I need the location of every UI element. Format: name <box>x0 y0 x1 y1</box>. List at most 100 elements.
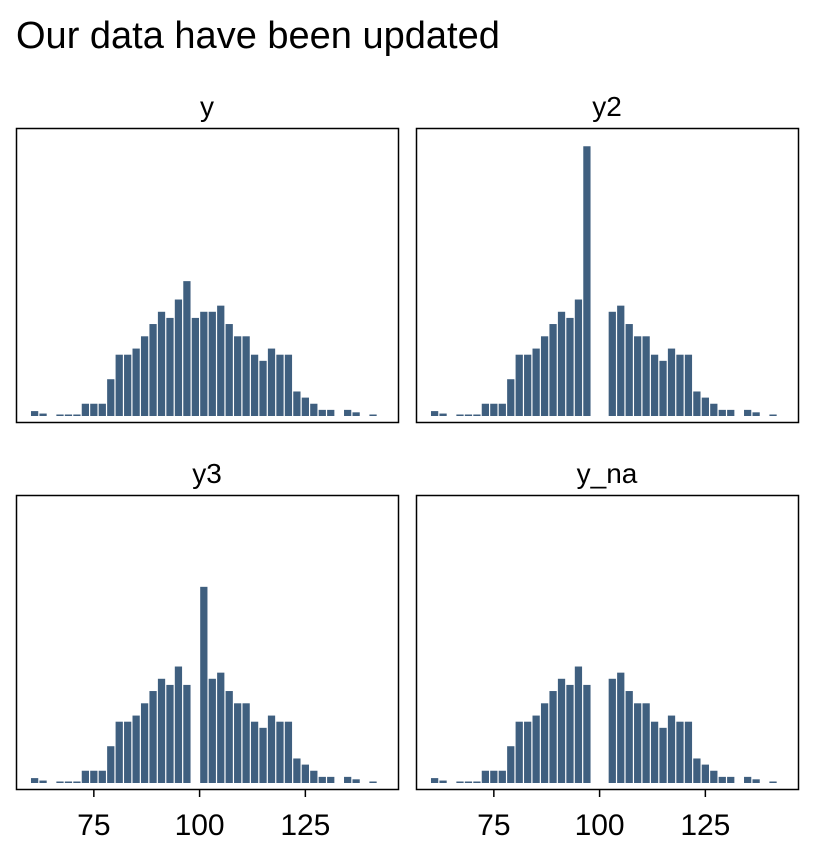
histogram-bar <box>515 721 523 783</box>
histogram-bar <box>157 311 166 416</box>
histogram-bar <box>769 414 777 416</box>
x-tick-label: 75 <box>477 809 510 842</box>
histogram-bar <box>650 721 659 783</box>
histogram-bar <box>540 336 549 416</box>
histogram-bar <box>532 348 540 416</box>
facet-panel-y2: y2 <box>415 91 800 424</box>
histogram-bar <box>191 317 199 416</box>
histogram-bar <box>157 678 166 783</box>
panel-frame <box>415 494 800 791</box>
histogram-bar <box>507 746 515 783</box>
histogram-bar <box>140 703 149 783</box>
histogram-bar <box>701 397 709 416</box>
histogram-bar <box>617 672 625 783</box>
histogram-bar <box>532 715 540 783</box>
histogram-bar <box>73 781 81 783</box>
histogram-bar <box>208 311 216 416</box>
histogram-bar <box>769 781 777 783</box>
histogram-bar <box>310 770 318 783</box>
histogram-bar <box>369 781 377 783</box>
histogram-bar <box>642 703 650 783</box>
histogram-bar <box>566 317 574 416</box>
histogram-bar <box>327 776 335 783</box>
histogram-bar <box>344 776 352 783</box>
histogram-bar <box>200 586 208 783</box>
x-tick-label: 125 <box>280 809 330 842</box>
histogram-bar <box>676 354 684 416</box>
histogram-bar <box>293 758 301 783</box>
histogram-bar <box>318 776 326 783</box>
histogram-bar <box>242 703 250 783</box>
histogram-bar <box>225 691 233 783</box>
histogram-bar <box>608 311 616 416</box>
panel-frame <box>415 127 800 424</box>
x-tick-label: 100 <box>575 809 625 842</box>
histogram-bar <box>430 778 439 783</box>
histogram-bar <box>634 336 642 416</box>
histogram-bar <box>132 715 140 783</box>
histogram-bar <box>183 281 191 416</box>
chart-title: Our data have been updated <box>16 15 500 57</box>
histogram-bar <box>166 317 174 416</box>
facet-panels: y y2 y3 75 100 125 y_na 75 100 125 <box>15 91 800 842</box>
histogram-bar <box>200 311 208 416</box>
histogram-bar <box>30 778 39 783</box>
histogram-bar <box>352 412 360 416</box>
histogram-bar <box>64 781 73 783</box>
histogram-bar <box>439 413 447 416</box>
histogram-bar <box>473 414 481 416</box>
histogram-bar <box>507 379 515 416</box>
histogram-bar <box>718 776 726 783</box>
histogram-bar <box>81 770 90 783</box>
histogram-bar <box>98 403 106 416</box>
histogram-bar <box>557 678 566 783</box>
histogram-bar <box>464 781 473 783</box>
histogram-bar <box>259 360 267 416</box>
histogram-bar <box>259 727 267 783</box>
histogram-bar <box>267 348 276 416</box>
histogram-bar <box>642 336 650 416</box>
facet-panel-y-na: y_na 75 100 125 <box>415 458 800 842</box>
histogram-bar <box>617 305 625 416</box>
histogram-bar <box>56 414 64 416</box>
histogram-bar <box>140 336 149 416</box>
histogram-bar <box>301 397 309 416</box>
histogram-bar <box>73 414 81 416</box>
histogram-bar <box>30 411 39 416</box>
histogram-bar <box>524 354 532 416</box>
histogram-bar <box>327 409 335 416</box>
histogram-bar <box>727 776 735 783</box>
histogram-bar <box>217 305 225 416</box>
histogram-bar <box>234 336 242 416</box>
histogram-bar <box>284 721 293 783</box>
histogram-bar <box>524 721 532 783</box>
histogram-bar <box>549 324 557 416</box>
histogram-bar <box>634 703 642 783</box>
histogram-bar <box>659 360 667 416</box>
histogram-bar <box>439 780 447 783</box>
histogram-bar <box>293 391 301 416</box>
histogram-bar <box>625 691 633 783</box>
histogram-bar <box>574 299 583 416</box>
panel-frame <box>15 494 400 791</box>
histogram-bar <box>225 324 233 416</box>
histogram-bar <box>464 414 473 416</box>
histogram-bar <box>456 781 464 783</box>
histogram-bar <box>267 715 276 783</box>
histogram-bar <box>284 354 293 416</box>
histogram-bar <box>174 299 183 416</box>
histogram-bar <box>549 691 557 783</box>
facet-panel-y3: y3 75 100 125 <box>15 458 400 842</box>
histogram-bar <box>608 678 616 783</box>
histogram-bar <box>515 354 523 416</box>
histogram-bar <box>234 703 242 783</box>
histogram-bar <box>149 691 157 783</box>
facet-title: y <box>200 91 214 122</box>
facet-panel-y: y <box>15 91 400 424</box>
histogram-bar <box>684 354 693 416</box>
histogram-bar <box>107 379 115 416</box>
histogram-bar <box>710 770 718 783</box>
histogram-bar <box>557 311 566 416</box>
x-tick-label: 100 <box>175 809 225 842</box>
histogram-bar <box>490 770 498 783</box>
